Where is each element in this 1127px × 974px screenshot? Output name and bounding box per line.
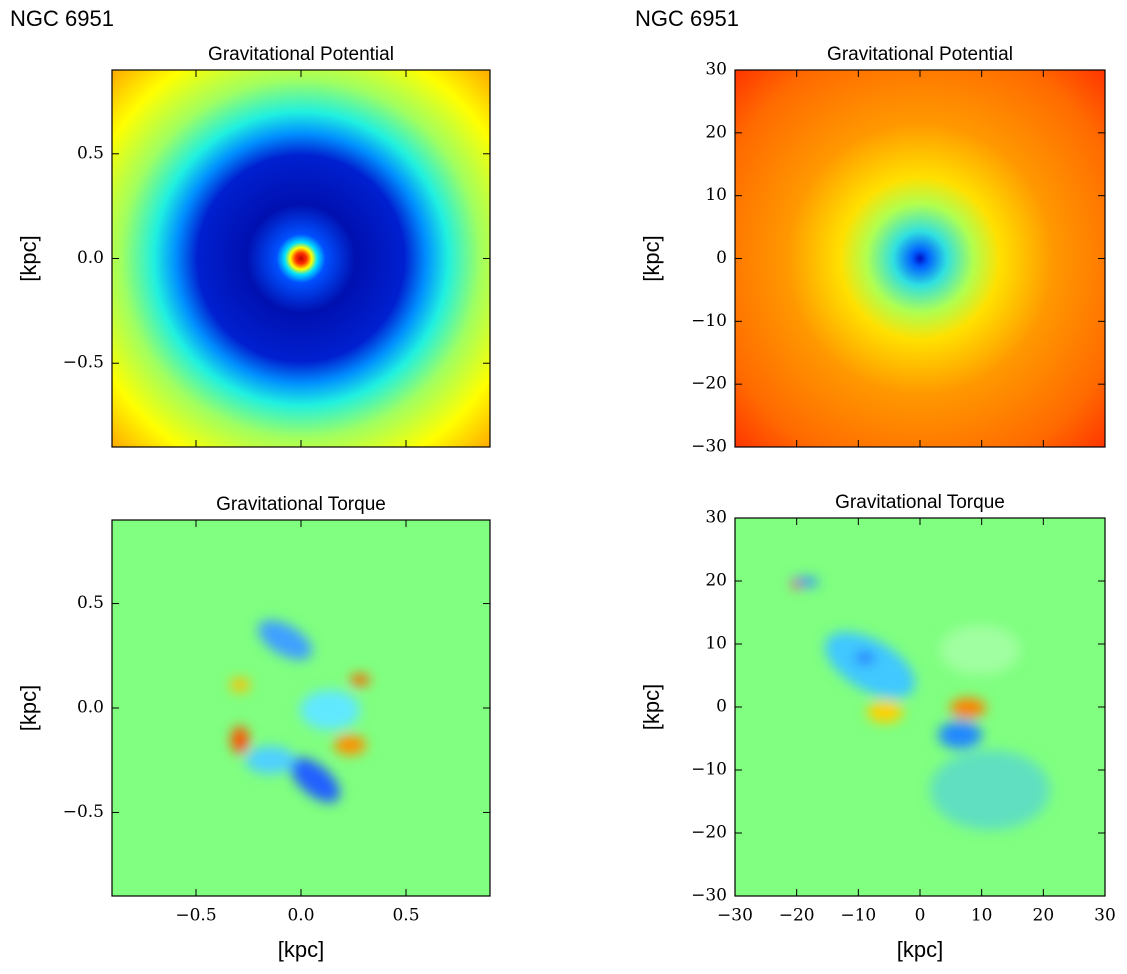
x-tick-label: 0 xyxy=(915,906,926,926)
x-tick-label: 30 xyxy=(1094,906,1116,926)
y-tick-label: −30 xyxy=(691,886,727,906)
y-tick-label: 10 xyxy=(705,634,727,654)
heatmap xyxy=(112,70,490,447)
y-tick-label: 30 xyxy=(705,60,727,80)
y-axis-label: [kpc] xyxy=(639,684,664,730)
plot-frame xyxy=(734,517,1106,897)
x-axis-label: [kpc] xyxy=(278,937,324,962)
y-axis-label: [kpc] xyxy=(16,235,41,281)
plot-frame xyxy=(734,69,1106,448)
y-tick-label: −10 xyxy=(691,760,727,780)
y-tick-label: −0.5 xyxy=(63,353,104,373)
y-tick-label: 30 xyxy=(705,508,727,528)
panel xyxy=(735,70,1105,447)
panel xyxy=(735,518,1105,896)
panel-label: NGC 6951 xyxy=(635,6,739,31)
y-tick-label: −30 xyxy=(691,437,727,457)
torque-structure xyxy=(230,620,370,803)
y-axis-label: [kpc] xyxy=(16,685,41,731)
x-tick-label: 0.0 xyxy=(287,906,314,926)
y-axis-label: [kpc] xyxy=(639,235,664,281)
y-tick-label: 20 xyxy=(705,571,727,591)
x-tick-label: −0.5 xyxy=(175,906,216,926)
y-tick-label: −10 xyxy=(691,311,727,331)
y-tick-label: 20 xyxy=(705,122,727,142)
y-tick-label: 0.5 xyxy=(77,593,104,613)
heatmap xyxy=(735,70,1105,447)
y-tick-label: 10 xyxy=(705,185,727,205)
heatmap xyxy=(735,518,1105,896)
panel-label: NGC 6951 xyxy=(10,6,114,31)
panel-title: Gravitational Potential xyxy=(827,44,1013,65)
y-tick-label: −20 xyxy=(691,823,727,843)
x-tick-label: 20 xyxy=(1033,906,1055,926)
ticks xyxy=(112,520,490,896)
plot-frame xyxy=(111,69,491,448)
panel-title: Gravitational Potential xyxy=(208,44,394,65)
x-axis-label: [kpc] xyxy=(897,937,943,962)
y-tick-label: 0.0 xyxy=(77,248,104,268)
panel xyxy=(112,70,490,447)
x-tick-label: 10 xyxy=(971,906,993,926)
y-tick-label: 0.0 xyxy=(77,698,104,718)
ticks xyxy=(112,70,490,447)
panel-title: Gravitational Torque xyxy=(216,494,386,515)
x-tick-label: −30 xyxy=(717,906,753,926)
y-tick-label: −20 xyxy=(691,374,727,394)
x-tick-label: 0.5 xyxy=(392,906,419,926)
y-tick-label: 0.5 xyxy=(77,143,104,163)
x-tick-label: −10 xyxy=(840,906,876,926)
y-tick-label: 0 xyxy=(716,697,727,717)
y-tick-label: −0.5 xyxy=(63,802,104,822)
panel-title: Gravitational Torque xyxy=(835,492,1005,513)
y-tick-label: 0 xyxy=(716,248,727,268)
x-tick-label: −20 xyxy=(779,906,815,926)
plot-frame xyxy=(111,519,491,897)
torque-structure xyxy=(791,577,1050,830)
